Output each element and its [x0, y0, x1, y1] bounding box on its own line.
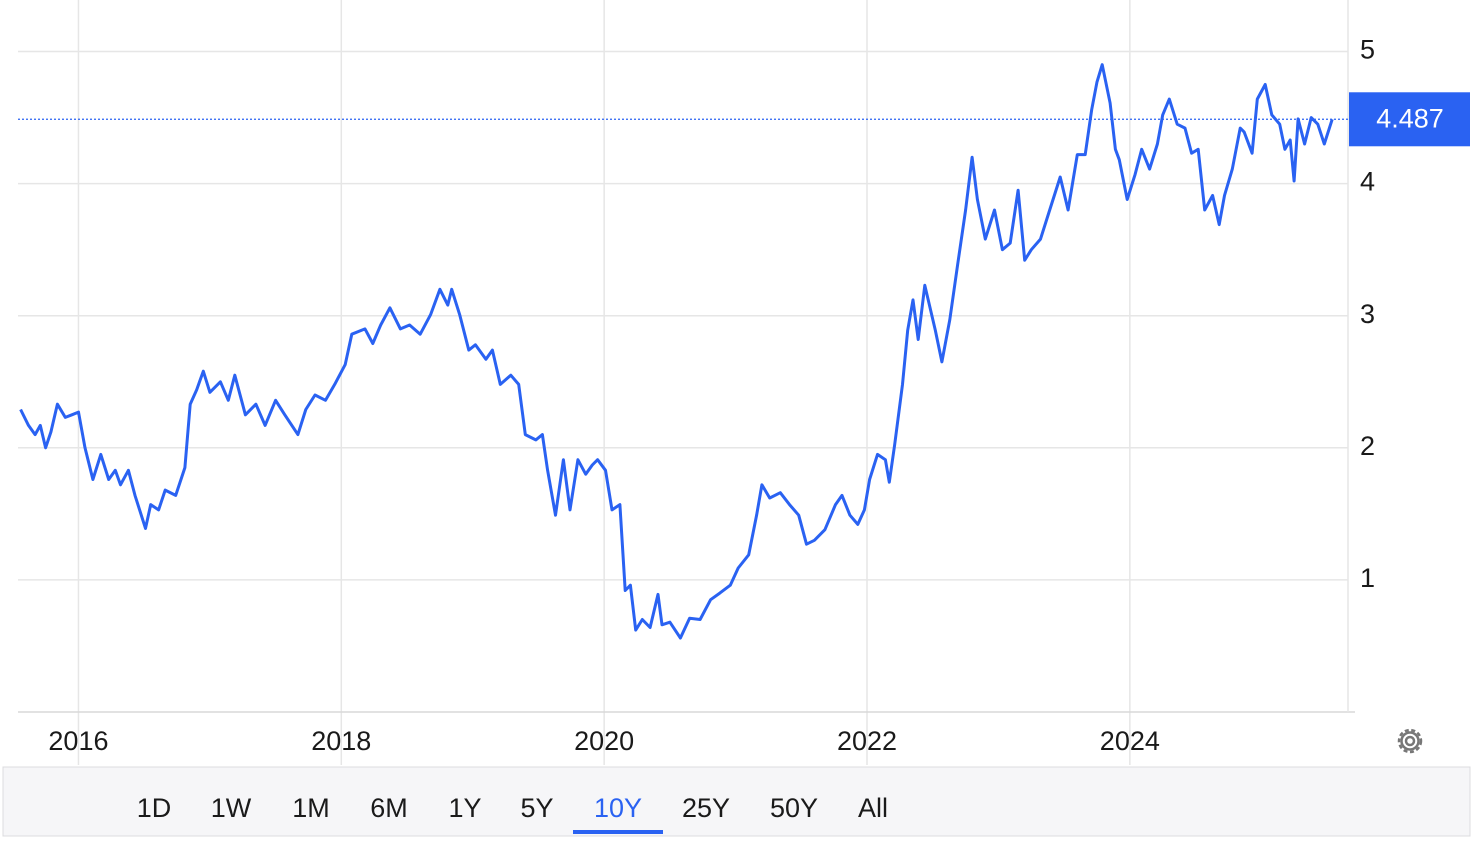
- x-tick-label: 2022: [837, 726, 897, 756]
- range-button[interactable]: All: [858, 793, 888, 823]
- y-tick-label: 5: [1360, 35, 1375, 65]
- range-button[interactable]: 10Y: [594, 793, 642, 823]
- range-button[interactable]: 25Y: [682, 793, 730, 823]
- last-value-box: [1349, 92, 1470, 147]
- y-tick-label: 3: [1360, 299, 1375, 329]
- range-button[interactable]: 50Y: [770, 793, 818, 823]
- x-tick-label: 2016: [48, 726, 108, 756]
- range-button[interactable]: 1M: [292, 793, 330, 823]
- selected-underline: [573, 830, 663, 834]
- range-button[interactable]: 5Y: [520, 793, 553, 823]
- y-tick-label: 2: [1360, 431, 1375, 461]
- range-button[interactable]: 1W: [211, 793, 252, 823]
- range-button[interactable]: 6M: [370, 793, 408, 823]
- x-tick-label: 2024: [1100, 726, 1160, 756]
- x-tick-label: 2018: [311, 726, 371, 756]
- range-bar: [2, 766, 1471, 837]
- range-button[interactable]: 1D: [137, 793, 172, 823]
- range-button[interactable]: 1Y: [448, 793, 481, 823]
- y-tick-label: 1: [1360, 563, 1375, 593]
- last-value-label: 4.487: [1376, 103, 1444, 133]
- settings-icon[interactable]: [1397, 728, 1423, 754]
- y-tick-label: 4: [1360, 167, 1375, 197]
- price-line: [19, 63, 1334, 640]
- x-tick-label: 2020: [574, 726, 634, 756]
